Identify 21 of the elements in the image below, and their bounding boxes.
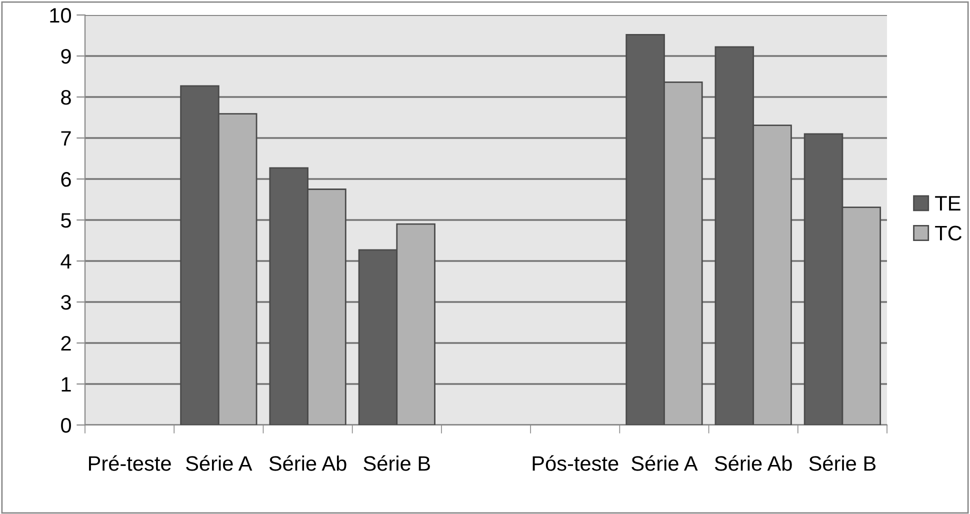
x-tick-label: Série A xyxy=(632,455,698,471)
legend-label: TE xyxy=(935,196,960,210)
y-tick-label: 3 xyxy=(61,295,71,310)
y-tick-label: 4 xyxy=(60,254,72,269)
y-tick-label: 7 xyxy=(61,131,71,146)
y-tick-label: 1 xyxy=(62,377,71,392)
x-tick-label: Pré-teste xyxy=(89,455,171,471)
x-tick-label: Série B xyxy=(809,455,876,471)
x-tick-label: Série Ab xyxy=(714,455,792,471)
legend-label: TC xyxy=(935,226,962,241)
y-tick-label: 6 xyxy=(61,172,71,187)
y-tick-label: 9 xyxy=(61,49,71,64)
y-tick-label: 5 xyxy=(61,213,71,228)
y-tick-label: 8 xyxy=(61,90,71,105)
x-tick-label: Série A xyxy=(186,455,252,471)
x-tick-label: Série B xyxy=(364,455,430,471)
y-tick-label: 2 xyxy=(61,336,71,351)
y-tick-label: 10 xyxy=(50,8,71,23)
x-tick-label: Série Ab xyxy=(269,455,346,471)
x-tick-label: Pós-teste xyxy=(532,455,618,471)
y-tick-label: 0 xyxy=(61,418,71,433)
